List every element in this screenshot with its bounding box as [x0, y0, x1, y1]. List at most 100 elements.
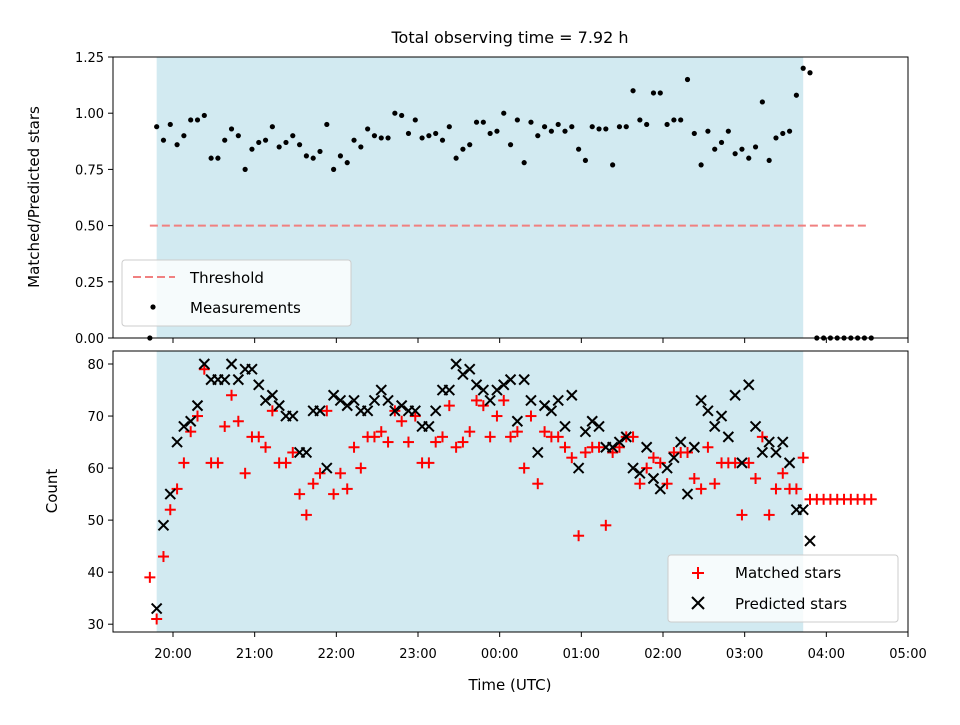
measurement-point: [167, 121, 173, 128]
matched-star-point: [355, 462, 367, 474]
predicted-star-point: [450, 358, 462, 370]
matched-star-point: [402, 436, 414, 448]
measurement-point: [623, 124, 629, 130]
matched-star-point: [253, 431, 265, 443]
predicted-star-point: [783, 457, 796, 469]
ratio-x-ticks: [172, 338, 909, 343]
predicted-star-point: [198, 358, 211, 370]
predicted-star-point: [729, 389, 741, 401]
measurement-point: [678, 117, 684, 123]
matched-star-point: [192, 410, 203, 422]
measurement-point: [691, 130, 697, 137]
measurement-point: [746, 155, 752, 161]
matched-star-point: [539, 426, 551, 438]
predicted-star-point: [504, 373, 517, 386]
matched-star-point: [477, 400, 489, 412]
measurement-point: [419, 135, 425, 141]
measurement-point: [453, 155, 459, 161]
count-x-tick-label: 01:00: [563, 647, 600, 662]
matched-star-point: [627, 431, 639, 443]
matched-star-point: [654, 457, 666, 469]
measurement-point: [331, 166, 337, 172]
count-y-tick-label: 70: [87, 410, 104, 425]
matched-star-point: [471, 394, 483, 406]
ratio-y-tick-label: 1.00: [75, 107, 104, 122]
count-panel: 30 40 50 60 70 80 20:00 21:00 22:00 23:00 00:00 01…: [43, 350, 927, 694]
matched-star-point: [144, 571, 156, 583]
predicted-star-point: [661, 462, 673, 474]
predicted-star-point: [246, 363, 258, 375]
measurement-point: [467, 142, 473, 148]
measurement-point: [582, 157, 589, 164]
matched-star-point: [559, 441, 571, 453]
matched-star-point: [491, 410, 503, 422]
measurement-point: [310, 155, 316, 161]
count-y-tick-label: 30: [87, 618, 104, 633]
matched-star-point: [219, 420, 231, 432]
matched-star-point: [790, 483, 802, 495]
measurement-point: [507, 142, 514, 148]
predicted-stars-points: [150, 358, 816, 615]
measurement-point: [718, 139, 725, 146]
count-x-tick-label: 03:00: [726, 647, 763, 662]
predicted-star-point: [382, 394, 394, 407]
predicted-star-point: [225, 358, 238, 370]
predicted-star-point: [722, 431, 735, 443]
count-x-axis-label: Time (UTC): [468, 676, 552, 694]
predicted-star-point: [368, 394, 381, 407]
count-x-tick-label: 20:00: [154, 647, 191, 662]
matched-star-point: [682, 446, 693, 458]
predicted-star-point: [756, 446, 769, 459]
measurement-point: [480, 119, 486, 125]
measurement-point: [739, 146, 745, 152]
measurement-point: [657, 90, 663, 96]
measurement-point: [541, 124, 548, 130]
measurement-point: [610, 162, 616, 168]
measurement-point: [664, 121, 670, 128]
ratio-y-tick-label: 0.25: [75, 276, 104, 291]
predicted-star-point: [511, 415, 524, 427]
predicted-star-point: [804, 535, 816, 547]
predicted-star-point: [525, 394, 537, 407]
matched-star-point: [532, 478, 544, 490]
measurement-point: [501, 110, 507, 116]
predicted-star-point: [429, 405, 442, 417]
predicted-star-point: [191, 399, 204, 412]
measurement-point: [535, 133, 541, 139]
matched-star-point: [777, 467, 789, 479]
matched-star-point: [579, 446, 591, 458]
matched-star-point: [634, 478, 646, 490]
measurement-point: [160, 137, 167, 143]
measurement-point: [385, 135, 391, 141]
chart-title: Total observing time = 7.92 h: [390, 28, 628, 47]
predicted-star-point: [634, 467, 646, 479]
measurement-point: [249, 146, 255, 152]
predicted-star-point: [389, 405, 401, 417]
measurement-point: [752, 144, 759, 150]
measurement-point: [732, 151, 738, 157]
measurement-point: [705, 128, 711, 134]
matched-star-point: [729, 457, 741, 469]
measurement-point: [399, 112, 405, 119]
measurement-point: [460, 146, 466, 152]
predicted-star-point: [157, 519, 170, 532]
predicted-star-point: [572, 462, 585, 474]
measurement-point: [296, 142, 303, 148]
predicted-star-point: [498, 379, 510, 391]
count-x-tick-label: 21:00: [236, 647, 273, 662]
measurement-point: [228, 126, 235, 132]
predicted-star-point: [579, 425, 592, 438]
matched-star-point: [375, 426, 387, 438]
matched-star-point: [348, 441, 360, 453]
matched-star-point: [321, 405, 333, 417]
matched-star-point: [600, 519, 612, 531]
predicted-star-point: [654, 483, 666, 495]
predicted-star-point: [314, 405, 326, 417]
matched-star-point: [763, 509, 775, 521]
predicted-star-point: [259, 394, 272, 407]
measurement-point: [365, 126, 371, 132]
measurement-point: [154, 124, 160, 130]
count-x-tick-label: 02:00: [644, 647, 681, 662]
measurement-point: [412, 117, 418, 123]
matched-star-point: [382, 436, 394, 448]
